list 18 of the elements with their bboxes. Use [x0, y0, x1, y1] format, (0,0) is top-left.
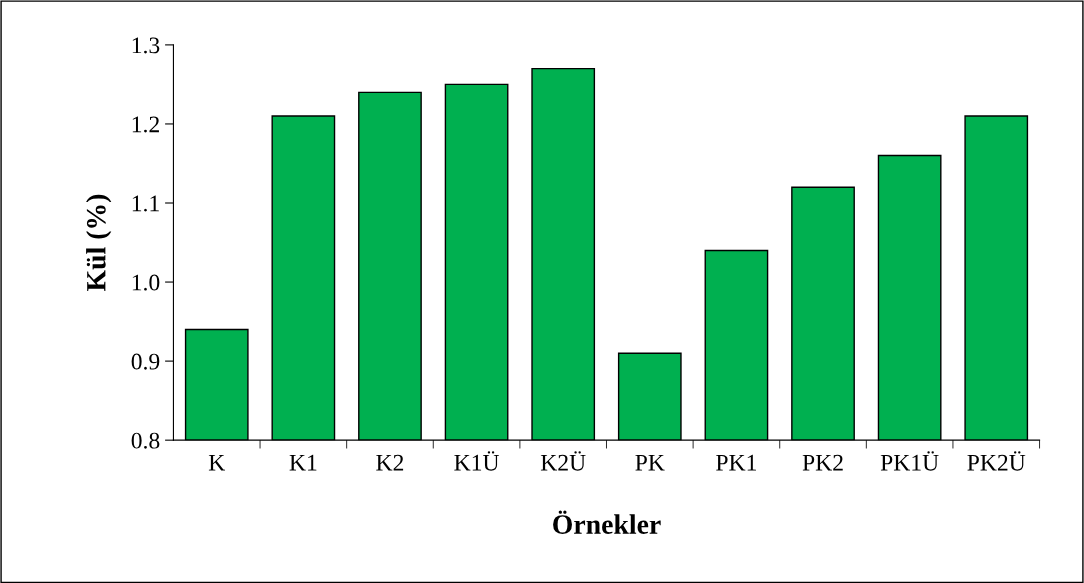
x-tick-label: PK1: [716, 454, 756, 471]
x-tick-label: PK2Ü: [967, 451, 1026, 471]
y-tick-label: 1.0: [132, 274, 160, 291]
x-tick-label: K2: [376, 454, 404, 471]
x-tick-label: K1Ü: [454, 451, 500, 471]
x-tick-label: K1: [289, 454, 317, 471]
x-tick-label: PK1Ü: [880, 451, 939, 471]
x-axis-title: Örnekler: [553, 510, 661, 534]
y-tick-label: 1.1: [132, 195, 159, 212]
x-tick-label: PK: [635, 454, 665, 471]
x-tick-label: PK2: [802, 454, 843, 471]
x-tick-label: K2Ü: [540, 451, 586, 471]
y-tick-label: 0.8: [131, 432, 160, 449]
y-axis-title: Kül (%): [86, 194, 112, 292]
y-tick-label: 1.3: [132, 37, 160, 54]
y-tick-label: 1.2: [132, 116, 159, 133]
y-tick-label: 0.9: [131, 353, 160, 370]
x-tick-label: K: [208, 454, 226, 471]
